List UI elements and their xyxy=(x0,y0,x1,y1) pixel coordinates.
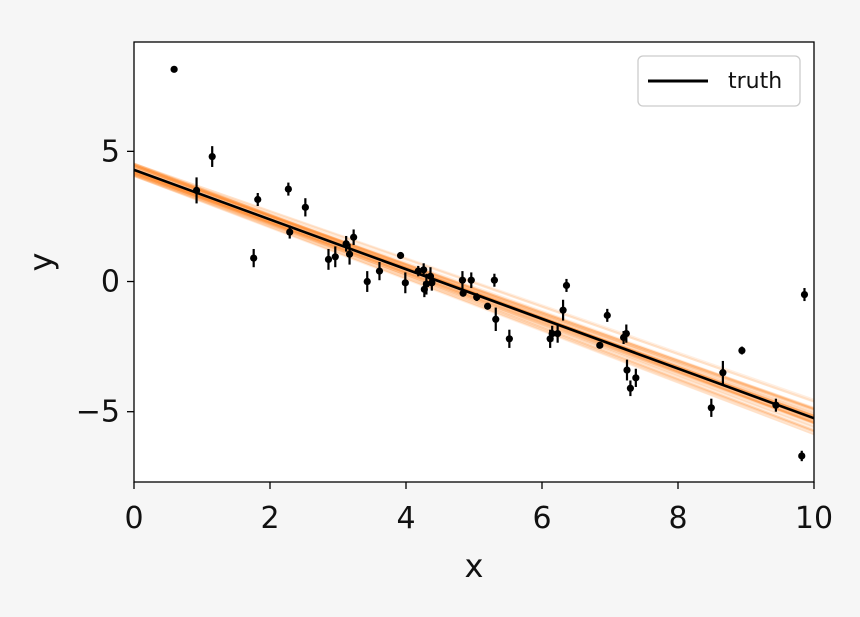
data-point xyxy=(401,279,409,287)
posterior-sample-line xyxy=(134,165,814,411)
data-point xyxy=(414,267,422,275)
legend: truth xyxy=(637,55,801,107)
posterior-sample-line xyxy=(134,174,814,433)
data-point xyxy=(484,302,492,310)
data-point xyxy=(420,266,428,274)
posterior-sample-line xyxy=(134,167,814,410)
data-point xyxy=(554,329,562,338)
data-point xyxy=(473,293,481,301)
data-point xyxy=(301,203,309,211)
data-point xyxy=(324,255,333,263)
data-point xyxy=(548,329,556,338)
posterior-sample-line xyxy=(134,172,814,432)
x-tick-label: 8 xyxy=(668,501,687,536)
data-point xyxy=(603,311,611,319)
posterior-sample-line xyxy=(134,166,814,412)
data-point xyxy=(738,346,746,355)
data-point xyxy=(396,251,405,260)
legend-box xyxy=(637,55,801,107)
data-point xyxy=(623,366,631,374)
posterior-sample-line xyxy=(134,164,814,415)
posterior-sample-line xyxy=(134,166,814,411)
data-point xyxy=(596,341,604,349)
x-tick-label: 6 xyxy=(532,501,551,536)
data-point xyxy=(626,384,635,392)
posterior-sample-line xyxy=(134,164,814,413)
plot-frame xyxy=(133,41,815,483)
y-tick-label: 0 xyxy=(101,265,120,300)
data-point xyxy=(254,195,262,204)
truth-line xyxy=(134,168,814,420)
posterior-sample-line xyxy=(134,172,814,432)
truth-line-layer xyxy=(134,168,814,420)
posterior-sample-line xyxy=(134,172,814,411)
data-point xyxy=(345,250,354,258)
data-point xyxy=(772,401,780,409)
data-point xyxy=(719,369,727,377)
data-point xyxy=(467,276,475,284)
y-tick-label: 5 xyxy=(101,134,120,169)
y-tick-label: −5 xyxy=(76,395,120,430)
data-point xyxy=(490,276,498,284)
data-point xyxy=(331,253,339,261)
data-point xyxy=(562,281,571,290)
posterior-sample-line xyxy=(134,164,814,416)
data-point xyxy=(707,404,715,412)
data-point xyxy=(170,65,178,73)
data-point xyxy=(458,276,467,284)
posterior-sample-line xyxy=(134,162,814,419)
x-tick-label: 10 xyxy=(795,501,833,536)
data-point xyxy=(505,335,513,343)
data-point xyxy=(363,277,371,286)
posterior-sample-line xyxy=(134,162,814,423)
x-tick-label: 0 xyxy=(124,501,143,536)
data-point xyxy=(342,240,350,248)
posterior-sample-line xyxy=(134,166,814,410)
x-tick-label: 4 xyxy=(396,501,415,536)
data-point xyxy=(284,185,292,193)
x-axis-label: x xyxy=(465,547,484,585)
posterior-sample-line xyxy=(134,175,814,436)
x-tick-label: 2 xyxy=(260,501,279,536)
posterior-sample-line xyxy=(134,172,814,428)
data-point xyxy=(800,290,809,299)
data-point xyxy=(192,186,201,195)
legend-truth-label: truth xyxy=(728,69,782,94)
posterior-sample-line xyxy=(134,164,814,410)
y-ticks: −5 0 5 xyxy=(76,134,134,430)
x-ticks: 0 2 4 6 8 10 xyxy=(124,482,833,536)
data-point xyxy=(559,306,567,314)
data-point xyxy=(492,315,500,323)
data-point xyxy=(375,267,384,275)
data-point xyxy=(350,233,358,241)
data-point xyxy=(798,452,806,460)
posterior-sample-line xyxy=(134,170,814,432)
data-point xyxy=(426,272,435,280)
posterior-sample-line xyxy=(134,174,814,433)
posterior-sample-line xyxy=(134,170,814,433)
data-point xyxy=(286,228,294,236)
data-point xyxy=(632,374,640,382)
data-point xyxy=(250,254,258,262)
data-point xyxy=(622,329,630,338)
data-points xyxy=(170,65,809,462)
data-point xyxy=(428,279,436,287)
plot-area xyxy=(134,42,814,482)
posterior-sample-line xyxy=(134,162,814,403)
posterior-sample-line xyxy=(134,173,814,435)
data-point xyxy=(422,280,430,288)
data-point xyxy=(459,289,467,297)
data-point xyxy=(208,152,216,161)
posterior-sample-line xyxy=(134,164,814,403)
y-axis-label: y xyxy=(22,253,60,272)
